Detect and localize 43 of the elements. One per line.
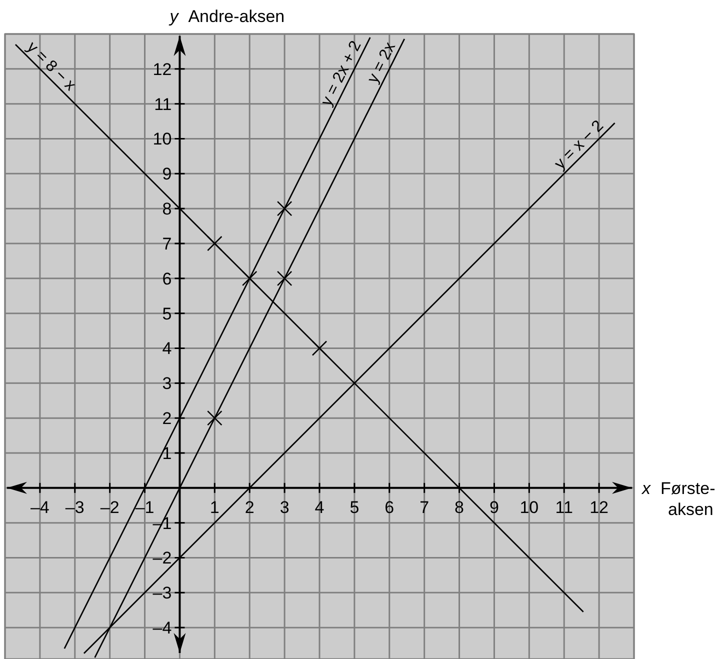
- y-tick-label: 2: [162, 409, 172, 428]
- y-tick-label: 8: [162, 200, 172, 219]
- x-tick-label: –3: [65, 498, 84, 517]
- x-axis-title: x Første-aksen: [641, 478, 716, 519]
- x-tick-label: 8: [454, 498, 464, 517]
- x-tick-label: 6: [384, 498, 394, 517]
- x-tick-label: 3: [280, 498, 290, 517]
- y-tick-label: 12: [152, 60, 172, 79]
- y-tick-label: 5: [162, 304, 172, 324]
- point: [276, 200, 292, 216]
- x-tick-label: –4: [30, 498, 50, 517]
- y-tick-label: 9: [162, 164, 172, 184]
- x-tick-label: 4: [314, 498, 324, 517]
- y-tick-label: 11: [154, 94, 172, 114]
- point: [276, 270, 292, 286]
- x-tick-label: –2: [100, 498, 120, 517]
- y-tick-label: –4: [152, 618, 172, 638]
- point: [207, 410, 222, 426]
- x-tick-label: 12: [590, 498, 609, 517]
- text: y = 2x + 2: [318, 38, 365, 109]
- text: y = 8 − x: [23, 38, 79, 94]
- y-axis-title: y Andre-aksen: [168, 7, 285, 26]
- y-tick-label: 3: [162, 374, 172, 394]
- x-tick-label: 1: [210, 498, 220, 517]
- x-tick-label: 9: [489, 498, 499, 517]
- y-tick-label: 6: [162, 269, 172, 288]
- point: [242, 270, 258, 286]
- point: [207, 236, 222, 252]
- y-tick-label: –2: [152, 548, 172, 568]
- x-tick-label: 2: [244, 498, 254, 517]
- point: [312, 340, 328, 356]
- x-tick-label: 7: [420, 498, 430, 517]
- y-tick-label: 1: [162, 444, 172, 463]
- y-tick-label: 4: [162, 339, 172, 358]
- x-tick-label: –1: [135, 498, 154, 517]
- y-tick-label: 7: [162, 234, 172, 254]
- x-tick-label: 5: [350, 498, 360, 517]
- x-tick-label: 11: [555, 498, 573, 517]
- y-tick-label: 10: [152, 130, 172, 149]
- y-tick-label: –3: [152, 584, 172, 603]
- text: y = 2x: [364, 40, 400, 86]
- x-tick-label: 10: [520, 498, 539, 517]
- text: y = x − 2: [552, 117, 608, 173]
